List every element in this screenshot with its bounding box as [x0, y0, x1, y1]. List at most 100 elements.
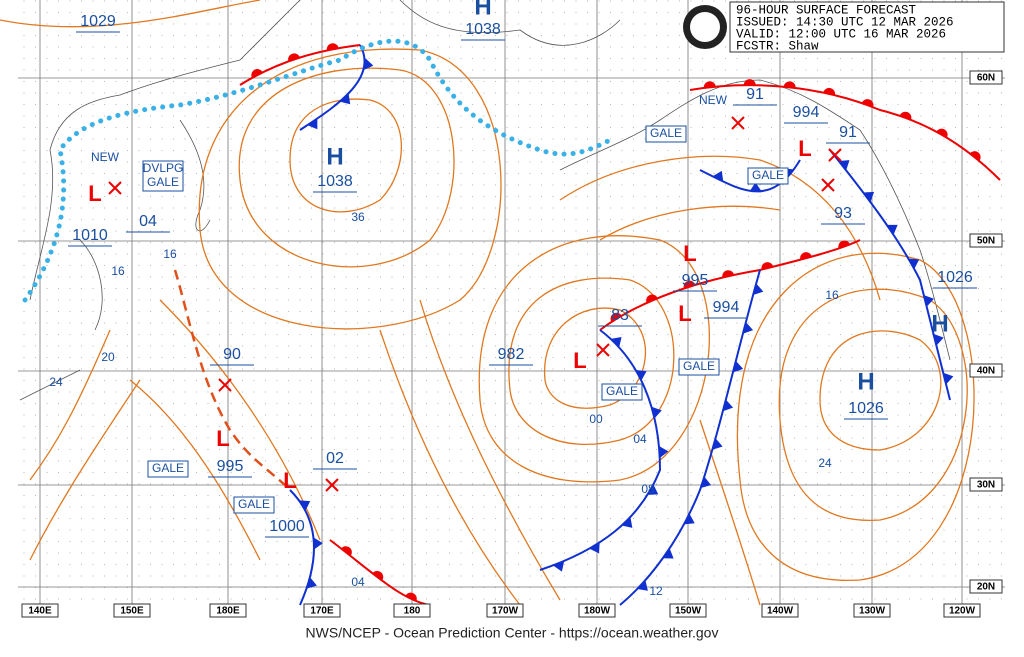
longitude-box	[853, 603, 891, 618]
longitude-label: 180	[404, 606, 421, 617]
pressure-label: 1038	[465, 21, 501, 38]
longitude-box	[486, 603, 524, 618]
front-symbol	[761, 262, 774, 270]
coastline	[399, 0, 621, 46]
isobar	[379, 299, 561, 606]
front-symbol	[646, 294, 658, 303]
pressure-label: 83	[611, 307, 629, 324]
front-symbol	[553, 561, 565, 572]
header-valid: VALID: 12:00 UTC 16 MAR 2026	[736, 27, 946, 41]
longitude-box	[21, 603, 59, 618]
pressure-center: H	[857, 368, 874, 395]
front-symbol	[341, 546, 352, 556]
isobar	[289, 98, 402, 213]
warm-front	[329, 539, 431, 606]
longitude-label: 180W	[584, 606, 611, 617]
pressure-label: 994	[713, 299, 740, 316]
low-symbol: L	[683, 241, 696, 266]
isobar	[198, 48, 502, 330]
warm-front	[239, 44, 361, 86]
front-symbol	[838, 240, 850, 249]
front-symbol	[339, 93, 351, 105]
gale-box	[233, 496, 275, 514]
map-features: L L L L L L L	[0, 0, 1005, 606]
front-symbol	[838, 160, 850, 171]
latitude-label: 30N	[977, 480, 995, 491]
gale-box	[645, 125, 687, 143]
pressure-label: 93	[834, 205, 852, 222]
pressure-label: 1026	[848, 400, 884, 417]
pressure-label: 995	[682, 272, 709, 289]
isobar	[544, 307, 647, 409]
low-position	[108, 181, 122, 195]
low-symbol: L	[216, 426, 229, 451]
latitude-box	[969, 579, 1003, 594]
front-symbol	[659, 445, 669, 458]
longitude-label: 170W	[492, 606, 519, 617]
longitude-box	[578, 603, 616, 618]
cold-front	[299, 44, 366, 131]
front-symbol	[923, 295, 934, 307]
front-symbol	[610, 312, 622, 322]
longitude-label: 150W	[675, 606, 702, 617]
pressure-label: 1026	[937, 269, 973, 286]
pressure-label: 1000	[269, 518, 305, 535]
pressure-label: 90	[223, 346, 241, 363]
latitude-label: 50N	[977, 236, 995, 247]
front-symbol	[742, 322, 754, 334]
pressure-center: H	[474, 0, 491, 20]
isobar	[599, 205, 781, 241]
longitude-label: 130W	[859, 606, 886, 617]
cold-front	[829, 149, 951, 401]
longitude-label: 120W	[949, 606, 976, 617]
front-symbol	[610, 336, 622, 348]
pressure-label: 1038	[317, 173, 353, 190]
pressure-label: 04	[139, 213, 157, 230]
front-symbol	[899, 111, 912, 120]
low-symbol: L	[798, 136, 811, 161]
isobar-label: 16	[825, 288, 839, 302]
low-position	[828, 148, 842, 162]
longitude-box	[303, 603, 341, 618]
front-symbol	[936, 128, 948, 138]
latitude-box	[969, 477, 1003, 492]
longitude-label: 140W	[767, 606, 794, 617]
front-symbol	[722, 270, 735, 278]
pressure-label: 91	[839, 124, 857, 141]
cold-front	[289, 489, 315, 606]
ice-edge	[22, 38, 613, 303]
low-symbol: L	[573, 348, 586, 373]
front-symbol	[326, 43, 339, 51]
longitude-label: 180E	[216, 606, 240, 617]
isobar	[478, 235, 710, 483]
coastline	[559, 79, 951, 361]
latitude-box	[969, 233, 1003, 248]
warm-front	[689, 84, 1001, 181]
front-symbol	[732, 360, 744, 373]
isobar	[238, 67, 455, 268]
gale-box	[142, 160, 184, 192]
header-box	[729, 1, 1005, 53]
latitude-label: 40N	[977, 366, 995, 377]
isobar-label: 16	[111, 264, 125, 278]
isobar-label: 00	[589, 412, 603, 426]
gale-label: GALE	[683, 359, 715, 373]
gale-label: GALE	[606, 384, 638, 398]
gale-box	[147, 460, 189, 478]
front-symbol	[299, 500, 311, 511]
longitude-label: 140E	[28, 606, 52, 617]
isobar-label: 36	[351, 210, 365, 224]
front-symbol	[307, 118, 318, 130]
footer: NWS/NCEP - Ocean Prediction Center - htt…	[306, 625, 719, 641]
front-symbol	[933, 333, 944, 346]
front-symbol	[943, 372, 954, 385]
longitude-box	[209, 603, 247, 618]
isobar-label: 08	[641, 482, 655, 496]
coastline	[19, 239, 103, 401]
isobar	[508, 277, 675, 445]
map-background	[18, 0, 1005, 605]
isobar	[778, 288, 968, 521]
header-forecaster: FCSTR: Shaw	[736, 39, 819, 53]
